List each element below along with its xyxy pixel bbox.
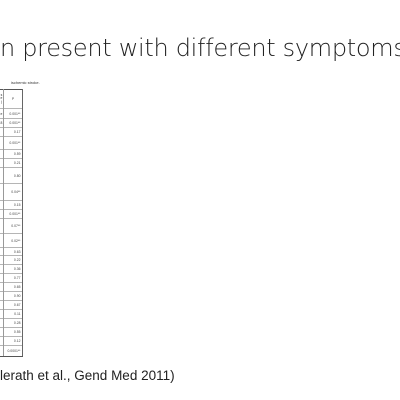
- table-row: 0.59: [0, 149, 23, 159]
- table-cell-label: [0, 233, 4, 248]
- citation: lerath et al., Gend Med 2011): [0, 368, 175, 383]
- table-cell-p-value: 0.001**: [3, 108, 23, 119]
- table-row: 0.0001**: [0, 345, 23, 357]
- table-row: 0.67: [0, 300, 23, 310]
- table-cell-p-value: 0.67: [3, 300, 23, 310]
- table-row: 0.04**: [0, 183, 23, 201]
- table-cell-p-value: 0.22: [3, 255, 23, 265]
- table-header-cell: s e ): [0, 89, 4, 109]
- table-cell-label: [0, 309, 4, 319]
- table-row: 0.28: [0, 318, 23, 328]
- table-cell-p-value: 0.36: [3, 264, 23, 274]
- table-row: 0.55: [0, 327, 23, 337]
- table-row: 0.36: [0, 264, 23, 274]
- table-cell-p-value: 0.63: [3, 247, 23, 256]
- table-cell-label: [0, 127, 4, 137]
- table-cell-label: [0, 345, 4, 357]
- table-cell-label: [0, 183, 4, 201]
- table-cell-p-value: 0.80: [3, 167, 23, 184]
- table-row: e 0.001**: [0, 108, 23, 119]
- table-cell-label: [0, 282, 4, 292]
- slide-title: n present with different symptoms: [0, 34, 400, 62]
- table-cell-p-value: 0.0001**: [3, 345, 23, 357]
- table-cell-p-value: 0.55: [3, 327, 23, 337]
- table-cell-label: [0, 136, 4, 150]
- table-cell-label: [0, 327, 4, 337]
- table-row: 0.11: [0, 309, 23, 319]
- table-cell-label: [0, 218, 4, 234]
- table-row: 0.80: [0, 167, 23, 184]
- table-cell-p-value: 0.001**: [3, 209, 23, 219]
- table-cell-p-value: 0.21: [3, 158, 23, 168]
- table-cell-label: [0, 336, 4, 346]
- table-cell-label: [0, 264, 4, 274]
- table-cell-label: [0, 273, 4, 283]
- table-cell-p-value: 0.04**: [3, 183, 23, 201]
- table-caption: ischemic stroke.: [11, 80, 40, 85]
- table-cell-p-value: 0.001**: [3, 118, 23, 128]
- table-row: 0.001**: [0, 136, 23, 150]
- table-cell-label: [0, 255, 4, 265]
- table-cell-p-value: 0.17: [3, 127, 23, 137]
- table-row: 0.22: [0, 255, 23, 265]
- table-header-cell: P: [3, 89, 23, 109]
- table-cell-p-value: 0.02**: [3, 233, 23, 248]
- table-cell-label: [0, 247, 4, 256]
- table-row: 0.90: [0, 291, 23, 301]
- table-cell-p-value: 0.11: [3, 309, 23, 319]
- table-cell-p-value: 0.65: [3, 282, 23, 292]
- table-cell-label: [0, 167, 4, 184]
- table-cell-label: 8: [0, 118, 4, 128]
- table-cell-label: [0, 318, 4, 328]
- table-row: 0.12: [0, 336, 23, 346]
- table-cell-label: [0, 209, 4, 219]
- table-cell-label: [0, 200, 4, 210]
- table-header-row: s e ) P: [0, 89, 23, 109]
- table-cell-p-value: 0.59: [3, 149, 23, 159]
- table-row: 0.001**: [0, 209, 23, 219]
- table-row: 0.65: [0, 282, 23, 292]
- table-cell-label: [0, 300, 4, 310]
- table-row: 0.77: [0, 273, 23, 283]
- symptoms-table: s e ) P e 0.001** 8 0.001** 0.17 0.001** 0.59 0…: [0, 89, 23, 357]
- table-cell-p-value: 0.90: [3, 291, 23, 301]
- table-cell-label: [0, 149, 4, 159]
- table-cell-p-value: 0.77: [3, 273, 23, 283]
- table-row: 0.07**: [0, 218, 23, 234]
- table-row: 8 0.001**: [0, 118, 23, 128]
- table-cell-label: [0, 291, 4, 301]
- table-cell-p-value: 0.07**: [3, 218, 23, 234]
- table-cell-p-value: 0.001**: [3, 136, 23, 150]
- table-row: 0.21: [0, 158, 23, 168]
- table-row: 0.63: [0, 247, 23, 256]
- table-cell-p-value: 0.28: [3, 318, 23, 328]
- table-cell-p-value: 0.15: [3, 200, 23, 210]
- table-cell-label: [0, 158, 4, 168]
- table-cell-label: e: [0, 108, 4, 119]
- table-row: 0.17: [0, 127, 23, 137]
- table-row: 0.02**: [0, 233, 23, 248]
- table-row: 0.15: [0, 200, 23, 210]
- table-cell-p-value: 0.12: [3, 336, 23, 346]
